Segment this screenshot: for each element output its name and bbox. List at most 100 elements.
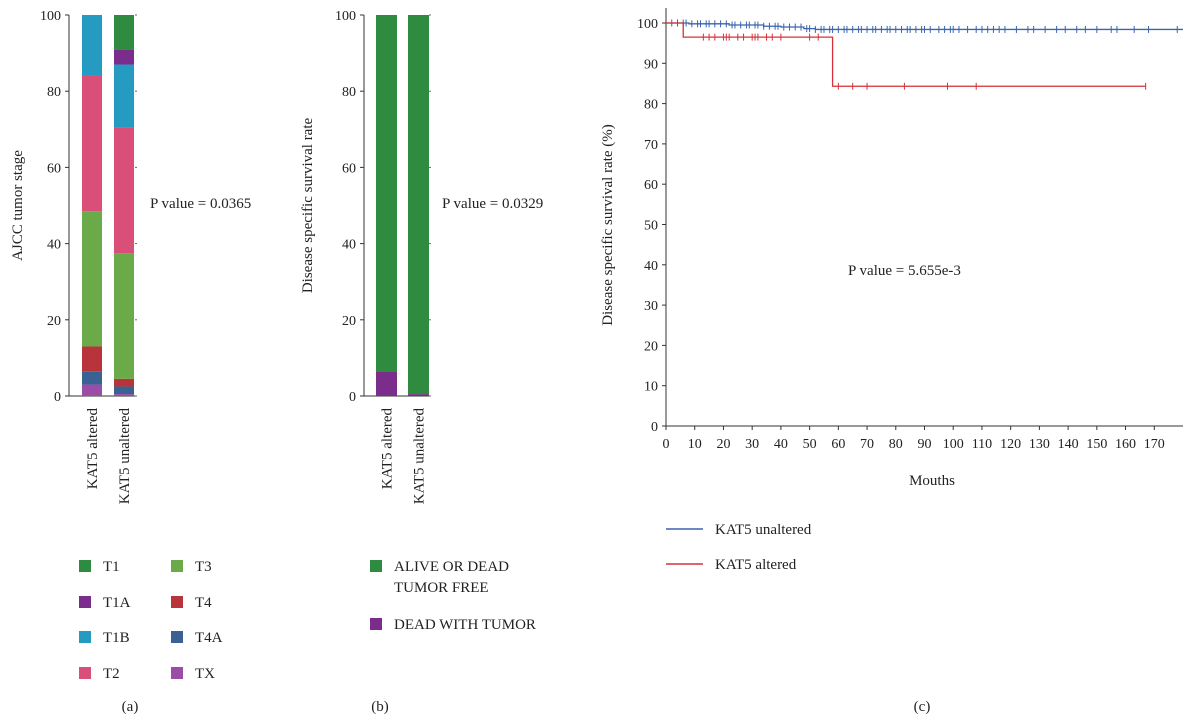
pa-y-tick-label: 40 [47, 238, 61, 253]
pb-y-tick-label: 20 [342, 314, 356, 329]
pc-y-tick-label: 80 [644, 98, 658, 113]
pa-bar-segment-t3 [114, 253, 134, 379]
legend-a-swatch [79, 560, 91, 572]
pa-y-tick-label: 0 [54, 390, 61, 405]
legend-a-label: T3 [195, 559, 212, 575]
pc-x-tick-label: 150 [1086, 437, 1107, 452]
pb-y-tick-label: 60 [342, 161, 356, 176]
pc-y-tick-label: 10 [644, 380, 658, 395]
pa-y-tick-label: 20 [47, 314, 61, 329]
pc-x-tick-label: 140 [1058, 437, 1079, 452]
panel-c-survival-curve-chart: 0 10 20 30 40 50 60 70 80 90 100 0 10 20 30 40 50 60 70 80 9… [600, 8, 1183, 573]
legend-a-swatch [171, 560, 183, 572]
pa-category-label: KAT5 altered [85, 408, 101, 490]
pc-x-tick-label: 0 [663, 437, 670, 452]
legend-a-swatch [79, 631, 91, 643]
pc-x-axis-label: Mouths [909, 473, 955, 489]
legend-c-label: KAT5 altered [715, 557, 797, 573]
pa-bar-segment-tx [114, 394, 134, 396]
pa-y-tick-label: 100 [40, 9, 61, 24]
pc-x-tick-label: 130 [1029, 437, 1050, 452]
legend-a-label: TX [195, 666, 215, 682]
pb-p-value-annotation: P value = 0.0329 [442, 196, 543, 212]
pc-y-tick-label: 70 [644, 138, 658, 153]
legend-a-label: T2 [103, 666, 120, 682]
pb-y-tick-label: 0 [349, 390, 356, 405]
legend-b-label: DEAD WITH TUMOR [394, 617, 536, 633]
legend-b-label: ALIVE OR DEAD [394, 559, 509, 575]
pa-bar-segment-tx [82, 384, 102, 396]
pc-y-tick-label: 90 [644, 57, 658, 72]
legend-a-swatch [79, 596, 91, 608]
panel-letter: (c) [914, 699, 931, 715]
panel-b-stacked-bar-chart: 0 20 40 60 80 100 Disease specific survival ra… [300, 9, 543, 633]
pc-x-tick-label: 80 [889, 437, 903, 452]
pc-x-tick-label: 60 [831, 437, 845, 452]
pa-y-tick-label: 60 [47, 161, 61, 176]
pc-x-tick-label: 50 [803, 437, 817, 452]
pa-bar-segment-t4a [114, 386, 134, 395]
pa-p-value-annotation: P value = 0.0365 [150, 196, 251, 212]
pb-bar-segment-dead-with-tumor [376, 371, 397, 396]
legend-a-swatch [171, 631, 183, 643]
legend-b-swatch [370, 618, 382, 630]
pc-curve-kat5-altered [666, 22, 1146, 87]
pc-y-tick-label: 50 [644, 219, 658, 234]
pc-x-tick-label: 100 [943, 437, 964, 452]
legend-a-label: T4A [195, 630, 223, 646]
pc-x-tick-label: 160 [1115, 437, 1136, 452]
pb-y-tick-label: 80 [342, 85, 356, 100]
pc-y-axis-label: Disease specific survival rate (%) [600, 124, 616, 326]
pb-category-label: KAT5 unaltered [412, 408, 428, 505]
pc-y-tick-label: 60 [644, 178, 658, 193]
pc-x-tick-label: 20 [716, 437, 730, 452]
pc-x-tick-label: 90 [918, 437, 932, 452]
pc-x-tick-label: 70 [860, 437, 874, 452]
legend-b-swatch [370, 560, 382, 572]
pc-x-tick-label: 110 [972, 437, 992, 452]
pc-x-tick-label: 10 [688, 437, 702, 452]
pc-x-tick-label: 40 [774, 437, 788, 452]
legend-a-label: T1B [103, 630, 130, 646]
legend-a-swatch [171, 596, 183, 608]
pb-y-tick-label: 40 [342, 238, 356, 253]
pc-y-tick-label: 30 [644, 299, 658, 314]
pb-y-tick-label: 100 [335, 9, 356, 24]
pa-bar-segment-t2 [114, 127, 134, 254]
pb-bar-segment-dead-with-tumor [408, 394, 429, 396]
pa-bar-segment-t4a [82, 371, 102, 385]
pa-bar-segment-t4 [82, 346, 102, 372]
legend-c-label: KAT5 unaltered [715, 522, 812, 538]
pc-x-tick-label: 120 [1000, 437, 1021, 452]
legend-b-label: TUMOR FREE [394, 580, 489, 596]
pa-y-tick-label: 80 [47, 85, 61, 100]
pb-y-axis-label: Disease specific survival rate [300, 117, 316, 293]
pa-bar-segment-t3 [82, 211, 102, 347]
pc-y-tick-label: 20 [644, 339, 658, 354]
pa-bar-segment-t1b [82, 15, 102, 76]
pc-curve-kat5-unaltered [666, 22, 1183, 31]
legend-a-label: T4 [195, 595, 212, 611]
pa-bar-segment-t2 [82, 75, 102, 212]
pa-bar-segment-t4 [114, 378, 134, 387]
pa-y-axis-label: AJCC tumor stage [10, 150, 26, 261]
pc-x-tick-label: 170 [1144, 437, 1165, 452]
pa-bar-segment-t1 [114, 15, 134, 50]
pc-y-tick-label: 0 [651, 420, 658, 435]
pa-category-label: KAT5 unaltered [117, 408, 133, 505]
pc-y-tick-label: 40 [644, 259, 658, 274]
legend-a-label: T1A [103, 595, 131, 611]
panel-letter: (b) [371, 699, 389, 715]
legend-a-label: T1 [103, 559, 120, 575]
pa-bar-segment-t1b [114, 64, 134, 128]
pb-bar-segment-alive-or-dead-tumor-free [376, 15, 397, 372]
pc-y-tick-label: 100 [637, 17, 658, 32]
pb-category-label: KAT5 altered [380, 408, 396, 490]
pb-bar-segment-alive-or-dead-tumor-free [408, 15, 429, 395]
pa-bar-segment-t1a [114, 49, 134, 65]
pc-x-tick-label: 30 [745, 437, 759, 452]
legend-a-swatch [171, 667, 183, 679]
pc-p-value-annotation: P value = 5.655e-3 [848, 263, 961, 279]
legend-a-swatch [79, 667, 91, 679]
